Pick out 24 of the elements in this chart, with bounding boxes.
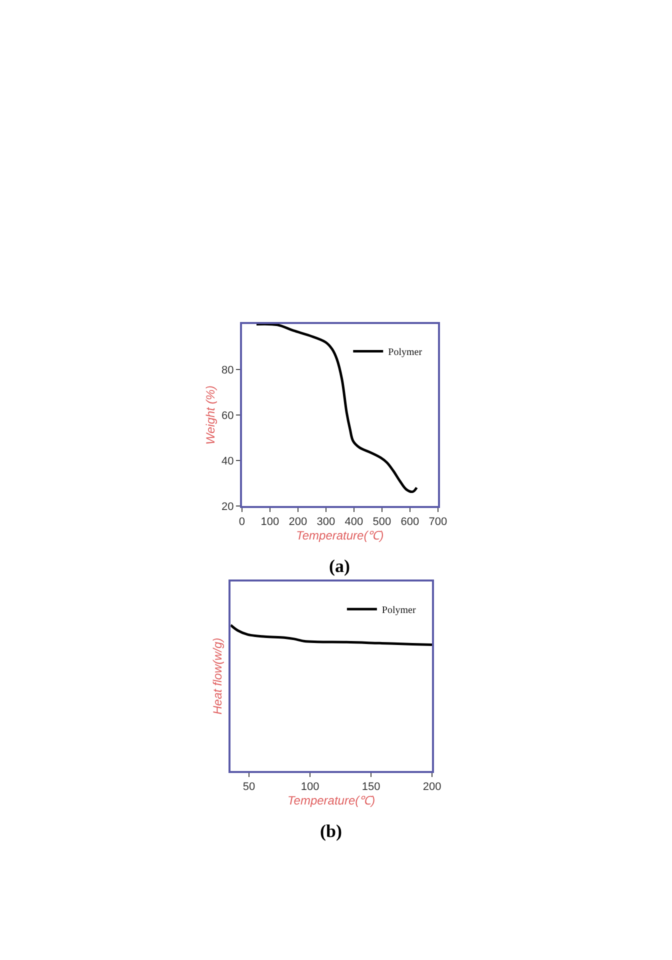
y-tick-label: 80 xyxy=(221,364,234,376)
legend-label: Polymer xyxy=(382,605,416,616)
y-tick-label: 60 xyxy=(221,410,234,422)
x-tick-label: 100 xyxy=(300,781,320,794)
x-tick-label: 300 xyxy=(316,516,336,528)
y-axis-title: Heat flow(w/g) xyxy=(210,638,224,714)
x-tick-label: 200 xyxy=(422,781,442,794)
x-axis-title: Temperature(℃) xyxy=(288,794,376,808)
x-tick-label: 0 xyxy=(238,516,245,528)
y-axis-title: Weight (%) xyxy=(203,385,218,445)
x-tick-label: 150 xyxy=(362,781,380,794)
text: (b) xyxy=(320,821,342,841)
x-tick-label: 200 xyxy=(288,516,308,528)
x-tick-label: 400 xyxy=(344,516,364,528)
text: (a) xyxy=(329,556,350,576)
x-tick-label: 600 xyxy=(400,516,420,528)
y-tick-label: 40 xyxy=(221,455,234,468)
x-axis-title: Temperature(℃) xyxy=(296,528,384,543)
x-tick-label: 700 xyxy=(428,516,448,528)
x-tick-label: 50 xyxy=(242,781,256,794)
x-tick-label: 500 xyxy=(372,516,392,528)
x-tick-label: 100 xyxy=(260,516,280,528)
legend-label: Polymer xyxy=(388,347,423,358)
y-tick-label: 20 xyxy=(221,500,234,513)
